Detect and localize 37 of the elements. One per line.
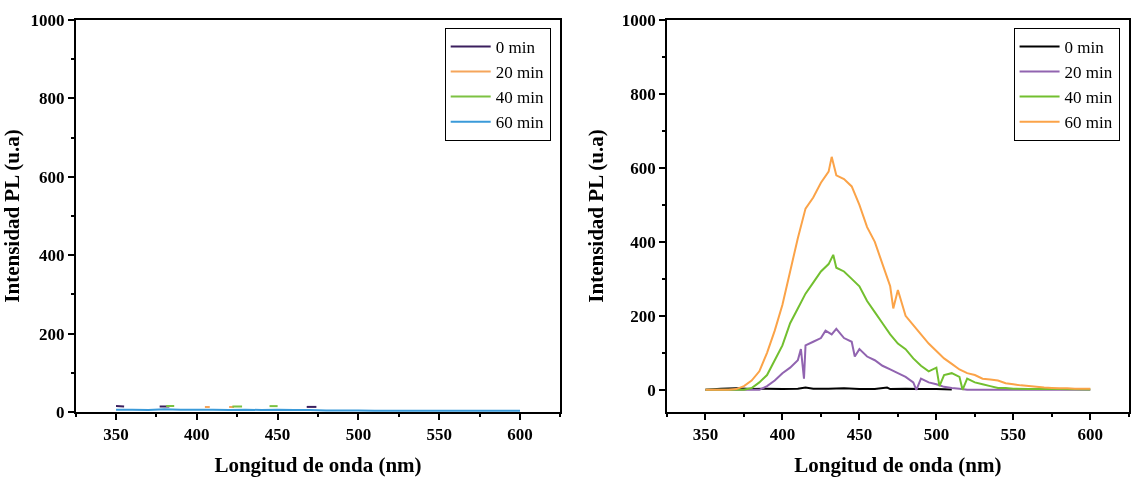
y-axis-title: Intensidad PL (u.a) xyxy=(584,129,609,303)
legend-label: 20 min xyxy=(1064,63,1113,83)
y-tick-label: 0 xyxy=(55,402,65,422)
x-tick-label: 600 xyxy=(507,425,533,445)
legend-label: 0 min xyxy=(1064,38,1105,58)
x-tick-label: 450 xyxy=(264,425,291,445)
x-tick-label: 350 xyxy=(103,425,129,445)
y-tick-label: 0 xyxy=(647,380,656,400)
x-tick-label: 500 xyxy=(345,425,372,445)
x-tick-label: 400 xyxy=(184,425,210,445)
legend-label: 0 min xyxy=(495,38,536,58)
x-axis-title: Longitud de onda (nm) xyxy=(214,452,422,477)
x-tick-label: 500 xyxy=(923,425,950,445)
y-tick-label: 1000 xyxy=(30,10,65,30)
legend-label: 40 min xyxy=(495,88,544,108)
x-tick-label: 550 xyxy=(1000,425,1027,445)
x-axis-title: Longitud de onda (nm) xyxy=(794,452,1002,477)
y-tick-label: 600 xyxy=(38,167,65,187)
y-tick-label: 400 xyxy=(630,232,656,252)
x-tick-label: 400 xyxy=(769,425,796,445)
y-tick-label: 800 xyxy=(630,84,656,104)
x-tick-label: 600 xyxy=(1077,425,1104,445)
legend-label: 60 min xyxy=(1064,113,1113,133)
legend-label: 40 min xyxy=(1064,88,1113,108)
x-tick-label: 450 xyxy=(846,425,873,445)
y-tick-label: 600 xyxy=(630,158,656,178)
y-tick-label: 200 xyxy=(630,306,656,326)
y-tick-label: 800 xyxy=(38,89,65,109)
x-tick-label: 550 xyxy=(426,425,452,445)
line-series xyxy=(704,155,1092,391)
y-tick-label: 400 xyxy=(38,246,65,266)
y-tick-label: 200 xyxy=(38,324,65,344)
legend-label: 20 min xyxy=(495,63,544,83)
y-axis-title: Intensidad PL (u.a) xyxy=(0,129,24,303)
y-tick-label: 1000 xyxy=(621,10,656,30)
x-tick-label: 350 xyxy=(692,425,719,445)
legend-label: 60 min xyxy=(495,113,544,133)
